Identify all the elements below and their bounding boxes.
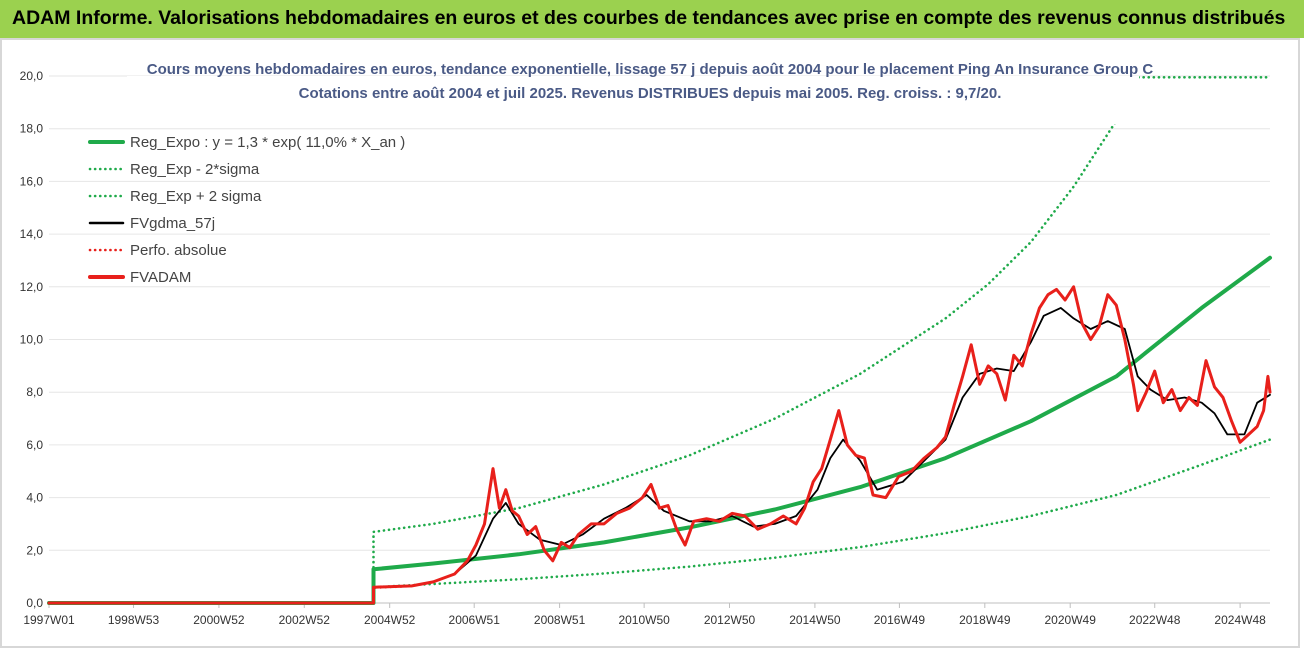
series-line-4 <box>48 307 1271 604</box>
x-tick-label: 2002W52 <box>279 613 331 627</box>
series-line-1 <box>372 438 1272 589</box>
series-line-6 <box>47 285 1272 605</box>
series-line-5 <box>47 580 435 605</box>
legend: Reg_Expo : y = 1,3 * exp( 11,0% * X_an )… <box>88 134 405 286</box>
x-tick-label: 2024W48 <box>1214 613 1266 627</box>
report-title: ADAM Informe. Valorisations hebdomadaire… <box>12 7 1286 29</box>
title-background <box>127 76 1139 124</box>
series-lines <box>47 76 1272 605</box>
x-tick-label: 2022W48 <box>1129 613 1181 627</box>
y-tick-label: 14,0 <box>20 227 44 241</box>
y-tick-label: 20,0 <box>20 69 44 83</box>
legend-label: Reg_Exp - 2*sigma <box>130 161 260 178</box>
legend-label: Reg_Exp + 2 sigma <box>130 188 262 205</box>
x-tick-label: 2006W51 <box>449 613 501 627</box>
chart-title: Cours moyens hebdomadaires en euros, ten… <box>147 61 1154 78</box>
legend-label: Perfo. absolue <box>130 242 227 259</box>
x-tick-label: 2016W49 <box>874 613 926 627</box>
y-tick-label: 2,0 <box>26 543 43 557</box>
series-line-0 <box>47 255 1272 605</box>
y-tick-label: 8,0 <box>26 385 43 399</box>
x-tick-label: 2020W49 <box>1045 613 1097 627</box>
x-tick-label: 2010W50 <box>618 613 670 627</box>
x-tick-label: 1997W01 <box>23 613 75 627</box>
y-tick-label: 0,0 <box>26 596 43 610</box>
chart-subtitle: Cotations entre août 2004 et juil 2025. … <box>299 85 1002 102</box>
x-tick-label: 2000W52 <box>193 613 245 627</box>
chart-frame: 0,0 2,0 4,0 6,0 8,0 10,0 12,0 14,0 16,0 18,0 20,0 1… <box>0 38 1300 648</box>
y-tick-label: 6,0 <box>26 438 43 452</box>
x-tick-label: 1998W53 <box>108 613 160 627</box>
x-tick-label: 2004W52 <box>364 613 416 627</box>
x-tick-label: 2012W50 <box>704 613 756 627</box>
legend-label: FVgdma_57j <box>130 215 215 232</box>
legend-label: FVADAM <box>130 269 191 286</box>
x-tick-label: 2014W50 <box>789 613 841 627</box>
series-line-2 <box>372 103 1135 605</box>
line-chart: 0,0 2,0 4,0 6,0 8,0 10,0 12,0 14,0 16,0 18,0 20,0 1… <box>20 61 1272 627</box>
x-tick-label: 2008W51 <box>534 613 586 627</box>
y-tick-label: 18,0 <box>20 122 44 136</box>
axes: 0,0 2,0 4,0 6,0 8,0 10,0 12,0 14,0 16,0 18,0 20,0 1… <box>20 69 1270 627</box>
x-tick-label: 2018W49 <box>959 613 1011 627</box>
y-tick-label: 12,0 <box>20 280 44 294</box>
legend-label: Reg_Expo : y = 1,3 * exp( 11,0% * X_an ) <box>130 134 405 151</box>
report-header: ADAM Informe. Valorisations hebdomadaire… <box>0 0 1304 38</box>
y-tick-label: 4,0 <box>26 491 43 505</box>
y-tick-label: 10,0 <box>20 333 44 347</box>
y-tick-label: 16,0 <box>20 174 44 188</box>
